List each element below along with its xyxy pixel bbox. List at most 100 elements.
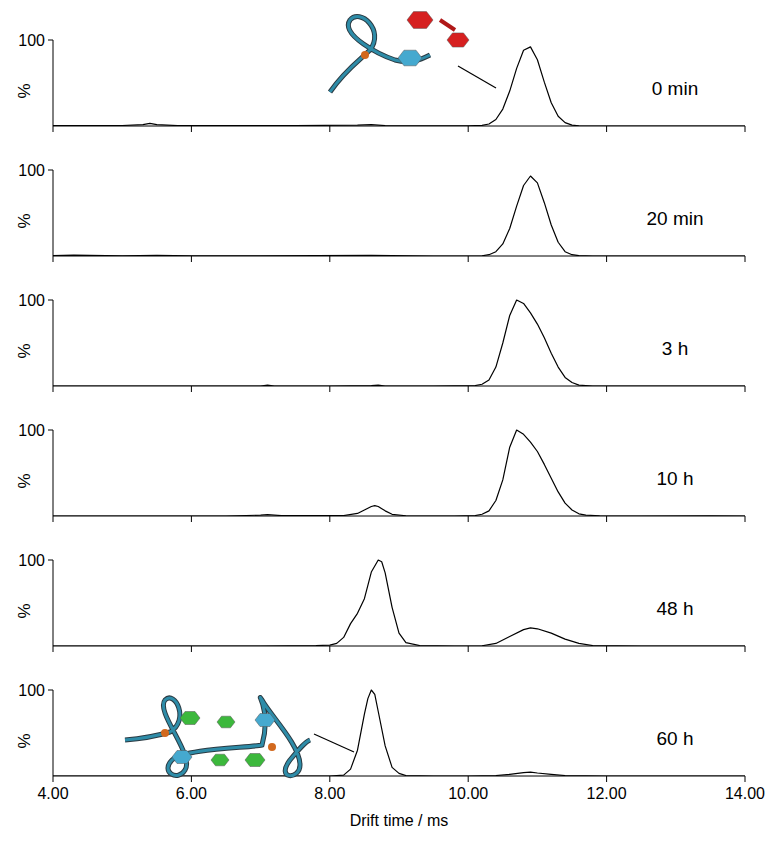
time-label: 0 min [652, 78, 698, 99]
cartoon-dimer [125, 697, 354, 775]
y-tick [48, 690, 53, 691]
x-tick [606, 256, 607, 262]
leader-line [458, 66, 496, 88]
x-tick [745, 386, 746, 392]
panel: 4.006.008.0010.0012.0014.00100%60 hDrift… [15, 682, 765, 829]
x-tick [329, 646, 330, 652]
x-tick [606, 646, 607, 652]
plot-area [53, 690, 745, 776]
y-axis [53, 430, 54, 516]
y-tick [48, 170, 53, 171]
panel: 100% 20 min [15, 162, 745, 262]
arrival-time-distribution [53, 47, 745, 126]
time-label: 3 h [662, 338, 688, 359]
cartoon-ring [398, 50, 422, 66]
figure: 100%0 min100%20 min100%3 h100%10 h100%48… [0, 0, 772, 850]
arrival-time-distribution [53, 690, 745, 776]
x-tick [468, 516, 469, 522]
y-axis-title: % [15, 83, 34, 98]
cartoon-ring [217, 716, 235, 728]
time-label: 10 h [657, 468, 694, 489]
plot-area [53, 430, 745, 516]
x-tick [468, 256, 469, 262]
x-tick-label: 12.00 [587, 785, 627, 802]
leader-line [314, 734, 354, 752]
y-axis [53, 690, 54, 776]
plot-area [53, 176, 745, 256]
x-tick [329, 776, 330, 782]
y-tick-label: 100 [18, 422, 45, 439]
time-label: 48 h [657, 598, 694, 619]
arrival-time-distribution [53, 430, 745, 516]
x-tick [468, 126, 469, 132]
x-tick [53, 516, 54, 522]
x-tick [745, 646, 746, 652]
y-axis [53, 170, 54, 256]
y-tick-label: 100 [18, 292, 45, 309]
cartoon-strand [125, 697, 310, 775]
y-axis-title: % [15, 213, 34, 228]
x-tick [191, 126, 192, 132]
x-tick [329, 386, 330, 392]
cartoon-monomer [330, 12, 496, 92]
time-label: 60 h [657, 728, 694, 749]
y-axis-title: % [15, 343, 34, 358]
cartoon-metal [268, 743, 276, 751]
panel: 100% 0 min [15, 32, 745, 132]
cartoon-ring [407, 12, 433, 29]
cartoon-ring [172, 751, 192, 764]
plot-area [53, 300, 745, 386]
x-tick [329, 256, 330, 262]
x-tick [745, 126, 746, 132]
y-tick-label: 100 [18, 682, 45, 699]
x-tick [468, 776, 469, 782]
x-tick [329, 516, 330, 522]
x-tick [191, 256, 192, 262]
y-tick-label: 100 [18, 32, 45, 49]
x-tick-label: 8.00 [314, 785, 345, 802]
y-tick [48, 430, 53, 431]
cartoon-ring [211, 754, 229, 766]
plot-area [53, 47, 745, 126]
cartoon-strand [125, 697, 310, 775]
x-tick [606, 126, 607, 132]
panel: 100% 3 h [15, 292, 745, 392]
plot-area [53, 560, 745, 646]
x-axis-title: Drift time / ms [350, 812, 449, 829]
x-tick [191, 516, 192, 522]
x-tick [53, 126, 54, 132]
y-tick [48, 300, 53, 301]
time-label: 20 min [646, 208, 703, 229]
x-tick [191, 646, 192, 652]
y-axis-title: % [15, 473, 34, 488]
cartoon-metal [161, 729, 169, 737]
x-tick [53, 256, 54, 262]
x-tick [53, 776, 54, 782]
x-tick [606, 516, 607, 522]
x-tick [468, 646, 469, 652]
y-tick [48, 560, 53, 561]
panel: 100% 10 h [15, 422, 745, 522]
y-axis [53, 300, 54, 386]
x-tick-label: 14.00 [725, 785, 765, 802]
cartoon-ring [245, 754, 265, 767]
x-tick [606, 776, 607, 782]
cartoon-ring [447, 33, 469, 47]
arrival-time-distribution [53, 176, 745, 256]
y-tick [48, 40, 53, 41]
x-tick [329, 126, 330, 132]
y-tick-label: 100 [18, 552, 45, 569]
cartoon-ring [255, 714, 275, 727]
arrival-time-distribution [53, 560, 745, 646]
arrival-time-distribution [53, 300, 745, 386]
x-tick [606, 386, 607, 392]
x-tick [53, 386, 54, 392]
x-tick [191, 776, 192, 782]
cartoon-link [440, 20, 455, 30]
x-tick [745, 516, 746, 522]
cartoon-ring [180, 712, 200, 725]
x-tick-label: 4.00 [37, 785, 68, 802]
x-tick [53, 646, 54, 652]
y-tick-label: 100 [18, 162, 45, 179]
x-tick [745, 776, 746, 782]
